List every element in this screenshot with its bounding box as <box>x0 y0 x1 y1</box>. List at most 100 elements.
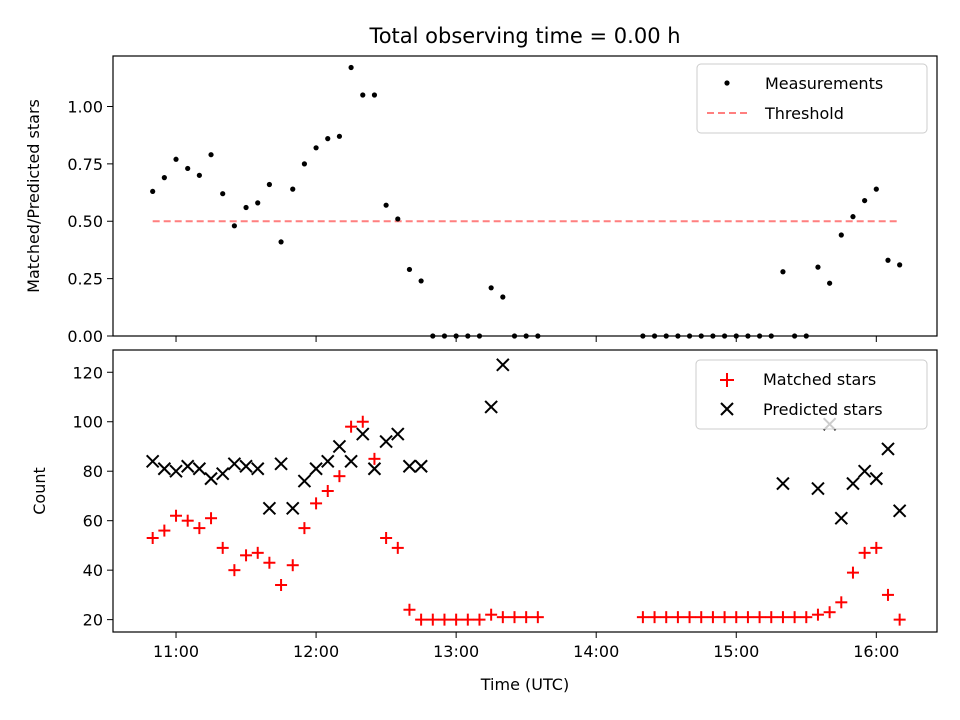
matched-star-point <box>683 611 696 624</box>
matched-star-point <box>415 613 428 626</box>
bottom-y-tick-label: 40 <box>83 561 103 580</box>
measurement-point <box>885 257 891 263</box>
measurement-point <box>150 188 156 195</box>
bottom-y-ticks: 20 40 60 80 100 120 <box>72 363 113 630</box>
legend-predicted-label: Predicted stars <box>763 400 883 419</box>
predicted-star-point <box>414 459 428 473</box>
measurement-point <box>675 333 681 339</box>
predicted-star-point <box>274 457 288 471</box>
chart-title: Total observing time = 0.00 h <box>368 24 680 48</box>
top-y-tick-label: 0.75 <box>67 155 103 174</box>
bottom-y-tick-label: 60 <box>83 512 103 531</box>
matched-star-point <box>146 532 159 544</box>
matched-star-point <box>776 611 789 624</box>
legend-measurements-marker <box>724 80 730 86</box>
bottom-axes-frame <box>112 349 938 633</box>
predicted-star-point <box>204 471 218 486</box>
measurement-point <box>255 200 261 206</box>
measurement-point <box>185 165 191 172</box>
measurement-point <box>383 202 389 208</box>
measurement-point <box>850 214 856 220</box>
measurement-point <box>721 333 728 339</box>
matched-star-point <box>333 470 346 483</box>
matched-star-point <box>835 596 848 609</box>
matched-star-point <box>345 420 358 433</box>
measurement-point <box>827 280 833 286</box>
measurement-point <box>476 333 483 339</box>
matched-star-point <box>286 559 299 572</box>
measurement-point <box>686 333 693 339</box>
predicted-star-point <box>157 462 172 476</box>
x-tick-label: 15:00 <box>713 642 759 661</box>
measurement-point <box>838 232 844 238</box>
predicted-star-point <box>309 462 323 476</box>
measurement-point <box>663 333 669 339</box>
matched-star-point <box>216 541 229 554</box>
measurement-point <box>745 333 751 339</box>
measurement-point <box>231 223 237 229</box>
bottom-y-axis-label: Count <box>30 467 49 515</box>
top-y-tick-label: 1.00 <box>67 97 103 116</box>
measurement-point <box>418 278 424 284</box>
legend-matched-marker <box>720 373 734 387</box>
x-tick-label: 12:00 <box>293 642 339 661</box>
predicted-star-point <box>496 358 510 372</box>
predicted-star-point <box>881 442 895 456</box>
predicted-star-point <box>344 454 358 469</box>
matched-star-point <box>823 606 836 619</box>
matched-star-point <box>450 613 463 626</box>
matched-star-point <box>870 541 883 554</box>
matched-star-point <box>636 611 649 624</box>
bottom-y-tick-label: 20 <box>83 611 103 630</box>
x-tick-label: 11:00 <box>153 642 199 661</box>
matched-star-point <box>170 509 183 522</box>
measurement-point <box>161 175 167 181</box>
predicted-star-point <box>251 462 265 476</box>
x-tick-label: 16:00 <box>853 642 899 661</box>
matched-star-point <box>893 613 906 626</box>
bottom-y-tick-label: 100 <box>72 413 103 432</box>
bottom-y-tick-label: 120 <box>72 363 103 382</box>
matched-star-point <box>181 514 194 527</box>
measurement-point <box>301 161 308 167</box>
predicted-star-point <box>846 476 860 491</box>
matched-star-point <box>193 522 206 535</box>
bottom-x-ticks: 11:00 12:00 13:00 14:00 15:00 16:00 <box>153 632 899 661</box>
matched-star-point <box>496 611 509 624</box>
measurement-point <box>768 333 774 339</box>
matched-star-point <box>251 546 264 559</box>
predicted-star-point <box>180 459 195 473</box>
measurement-point <box>406 266 413 273</box>
measurement-point <box>756 333 763 339</box>
predicted-star-point <box>297 474 312 488</box>
predicted-star-point <box>402 459 417 473</box>
measurement-point <box>651 333 658 339</box>
matched-star-point <box>846 566 859 579</box>
measurement-point <box>371 92 378 98</box>
measurement-point <box>208 152 214 158</box>
predicted-star-point <box>216 466 230 481</box>
measurement-point <box>640 333 646 339</box>
measurement-point <box>441 333 448 339</box>
predicted-star-point <box>356 427 370 441</box>
measurement-point <box>325 136 331 142</box>
predicted-star-point <box>239 459 253 473</box>
matched-star-point <box>356 415 369 428</box>
matched-star-point <box>461 613 474 626</box>
top-y-ticks: 0.00 0.25 0.50 0.75 1.00 <box>67 97 113 346</box>
legend-threshold-label: Threshold <box>764 104 844 123</box>
matched-star-point <box>321 485 334 497</box>
predicted-star-point <box>857 464 872 478</box>
matched-star-point <box>811 608 824 621</box>
predicted-star-point <box>834 511 849 525</box>
matched-star-point <box>380 532 393 544</box>
matched-star-point <box>275 579 288 591</box>
predicted-star-point <box>286 501 300 516</box>
top-legend: Measurements Threshold <box>696 63 928 134</box>
measurement-point <box>792 333 798 339</box>
predicted-star-point <box>262 501 277 516</box>
measurement-point <box>266 181 272 188</box>
measurement-point <box>511 333 518 339</box>
predicted-star-point <box>227 457 242 471</box>
measurement-point <box>336 133 343 139</box>
